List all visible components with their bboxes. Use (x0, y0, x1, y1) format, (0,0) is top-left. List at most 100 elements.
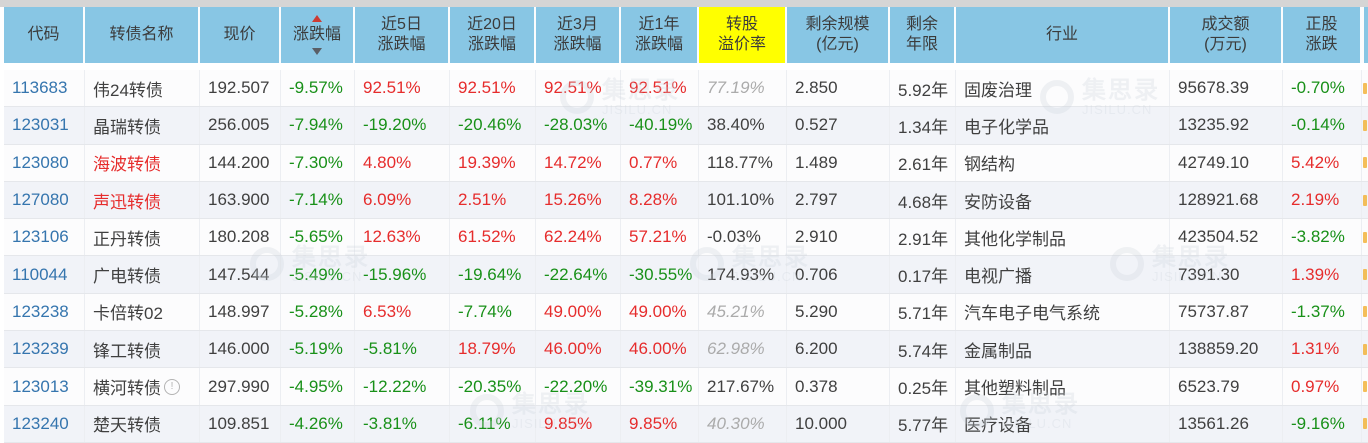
cell-value: 13561.26 (1178, 413, 1249, 433)
cell-value: 144.200 (208, 152, 270, 172)
cell-m3: 62.24% (536, 219, 621, 256)
cell-years: 0.25年 (890, 368, 956, 405)
cell-value: -19.20% (363, 115, 427, 135)
cell-name[interactable]: 锋工转债 (85, 331, 200, 368)
cell-code[interactable]: 123013 (4, 368, 85, 405)
cell-value: 174.93% (707, 264, 775, 284)
cell-value: -20.46% (458, 115, 522, 135)
cell-d20: -6.11% (450, 405, 536, 442)
cell-price: 147.544 (200, 256, 281, 293)
cell-name[interactable]: 广电转债 (85, 256, 200, 293)
top-strip (0, 0, 1368, 7)
cell-value: -30.55% (629, 264, 693, 284)
cell-chg: -4.26% (281, 405, 355, 442)
cell-value: 5.77年 (898, 416, 949, 436)
col-header-size[interactable]: 剩余规模 (亿元) (787, 7, 890, 63)
cell-code[interactable]: 123106 (4, 219, 85, 256)
cell-value: 0.706 (795, 264, 838, 284)
cell-stock: -0.14% (1283, 107, 1362, 144)
col-header-label: 近3月 (557, 16, 598, 33)
col-header-y1[interactable]: 近1年 涨跌幅 (621, 7, 699, 63)
col-header-turnover[interactable]: 成交额 (万元) (1170, 7, 1283, 63)
cell-sliver-next-column (1362, 182, 1368, 218)
cell-value: 楚天转债 (93, 416, 161, 436)
cell-stock: 2.19% (1283, 181, 1362, 219)
cell-value: 127080 (12, 190, 69, 210)
cell-name[interactable]: 正丹转债 (85, 219, 200, 256)
sort-asc-icon[interactable] (312, 15, 322, 22)
cell-size: 6.200 (787, 331, 890, 368)
cell-name[interactable]: 卡倍转02 (85, 293, 200, 331)
col-header-industry[interactable]: 行业 (956, 7, 1170, 63)
cell-name[interactable]: 横河转债! (85, 368, 200, 405)
cell-m3: 46.00% (536, 331, 621, 368)
cell-years: 2.91年 (890, 219, 956, 256)
cell-code[interactable]: 113683 (4, 70, 85, 107)
cell-value: -5.19% (289, 339, 343, 359)
cell-value: 7391.30 (1178, 264, 1240, 284)
cell-value: 92.51% (363, 78, 421, 98)
cell-name[interactable]: 楚天转债 (85, 405, 200, 442)
cell-value: 0.25年 (898, 379, 949, 399)
col-header-m3[interactable]: 近3月 涨跌幅 (536, 7, 621, 63)
cell-value: 110044 (12, 264, 68, 284)
cell-name[interactable]: 伟24转债 (85, 70, 200, 107)
cell-code[interactable]: 123240 (4, 405, 85, 442)
col-header-label: 剩余 (905, 16, 938, 33)
cell-value: -7.14% (289, 190, 343, 210)
col-header-name[interactable]: 转债名称 (85, 7, 200, 63)
cell-value: 19.39% (458, 152, 516, 172)
col-header-d5[interactable]: 近5日 涨跌幅 (355, 7, 450, 63)
cell-y1: 46.00% (621, 331, 699, 368)
cell-price: 148.997 (200, 293, 281, 331)
sort-desc-icon[interactable] (312, 48, 322, 55)
cell-y1: 92.51% (621, 70, 699, 107)
cell-stock: -0.70% (1283, 70, 1362, 107)
cell-value: 2.61年 (898, 155, 949, 175)
cell-code[interactable]: 123031 (4, 107, 85, 144)
col-header-code[interactable]: 代码 (4, 7, 85, 63)
cell-value: 6.200 (795, 339, 838, 359)
cell-stock: -9.16% (1283, 405, 1362, 442)
cell-code[interactable]: 110044 (4, 256, 85, 293)
cell-chg: -5.28% (281, 293, 355, 331)
cell-name[interactable]: 海波转债 (85, 144, 200, 181)
cell-value: -4.95% (289, 376, 343, 396)
cell-code[interactable]: 127080 (4, 181, 85, 219)
cell-premium: 40.30% (699, 405, 787, 442)
cell-name[interactable]: 晶瑞转债 (85, 107, 200, 144)
cell-turnover: 138859.20 (1170, 331, 1283, 368)
col-header-premium[interactable]: 转股 溢价率 (699, 7, 787, 63)
cell-industry: 固废治理 (956, 70, 1170, 107)
col-header-price[interactable]: 现价 (200, 7, 281, 63)
cell-value: -0.70% (1291, 78, 1345, 98)
col-header-chg[interactable]: 涨跌幅 (281, 7, 355, 63)
cell-value: 62.24% (544, 227, 602, 247)
col-header-d20[interactable]: 近20日 涨跌幅 (450, 7, 536, 63)
table-body: 113683 伟24转债 192.507 -9.57% 92.51% 92.51% 92.5… (4, 70, 1368, 443)
table-row: 110044 广电转债 147.544 -5.49% -15.96% -19.64% -22… (4, 256, 1368, 294)
cell-code[interactable]: 123239 (4, 331, 85, 368)
cell-code[interactable]: 123080 (4, 144, 85, 181)
cell-code[interactable]: 123238 (4, 293, 85, 331)
cell-m3: -22.64% (536, 256, 621, 293)
cell-turnover: 13235.92 (1170, 107, 1283, 144)
cell-value: 49.00% (544, 301, 602, 321)
cell-value: -5.81% (363, 339, 417, 359)
cell-price: 180.208 (200, 219, 281, 256)
table-header: 代码 转债名称 现价 涨跌幅 近5日 涨跌幅 近20日 涨跌幅 近3月 涨跌幅 近1年 涨跌幅 转股 溢价… (4, 7, 1368, 63)
cell-chg: -4.95% (281, 368, 355, 405)
info-icon[interactable]: ! (164, 378, 180, 395)
col-header-label: 近5日 (381, 16, 422, 33)
cell-premium: 62.98% (699, 331, 787, 368)
cell-sliver-next-column (1362, 256, 1368, 292)
cell-y1: -39.31% (621, 368, 699, 405)
col-header-stock[interactable]: 正股 涨跌 (1283, 7, 1362, 63)
cell-name[interactable]: 声迅转债 (85, 181, 200, 219)
cutoff-text-sliver (1363, 418, 1367, 430)
cell-d5: 4.80% (355, 144, 450, 181)
col-header-years[interactable]: 剩余 年限 (890, 7, 956, 63)
cell-turnover: 42749.10 (1170, 144, 1283, 181)
cell-value: 汽车电子电气系统 (964, 304, 1100, 324)
cell-y1: -40.19% (621, 107, 699, 144)
